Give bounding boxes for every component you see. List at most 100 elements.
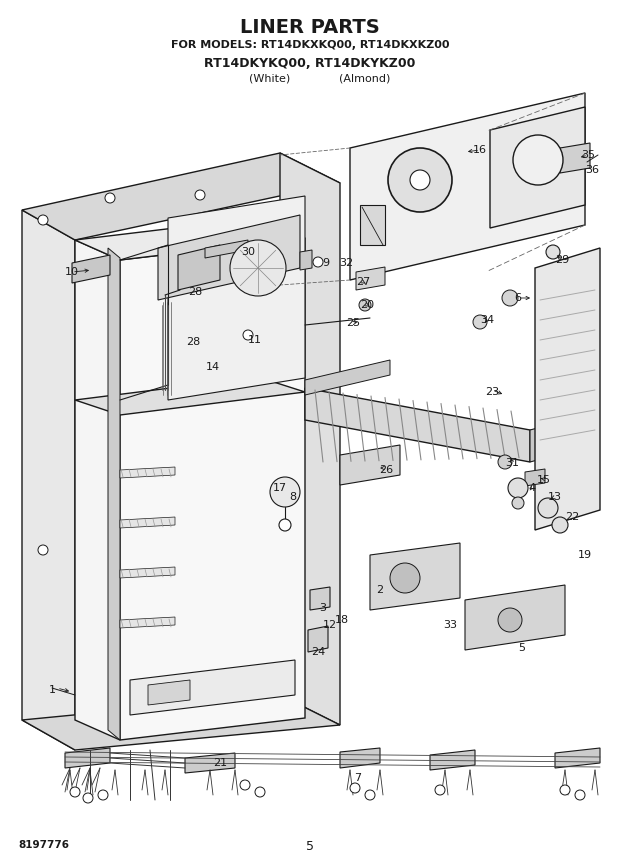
Polygon shape [120, 467, 175, 478]
Text: 28: 28 [186, 337, 200, 347]
Text: 7: 7 [355, 773, 361, 783]
Polygon shape [340, 445, 400, 485]
Circle shape [390, 563, 420, 593]
Polygon shape [525, 469, 545, 486]
Polygon shape [310, 587, 330, 610]
Circle shape [230, 240, 286, 296]
Polygon shape [430, 750, 475, 770]
Polygon shape [560, 143, 590, 173]
Circle shape [313, 257, 323, 267]
Circle shape [435, 785, 445, 795]
Polygon shape [120, 567, 175, 578]
Circle shape [508, 478, 528, 498]
Circle shape [98, 790, 108, 800]
Text: 22: 22 [565, 512, 579, 522]
Text: 35: 35 [581, 150, 595, 160]
Polygon shape [535, 248, 600, 530]
Circle shape [546, 245, 560, 259]
Text: 16: 16 [473, 145, 487, 155]
Polygon shape [148, 680, 190, 705]
Text: 29: 29 [555, 255, 569, 265]
Polygon shape [350, 93, 585, 280]
Circle shape [512, 497, 524, 509]
Bar [360, 205, 385, 245]
Text: 24: 24 [311, 647, 325, 657]
Text: 34: 34 [480, 315, 494, 325]
Circle shape [473, 315, 487, 329]
Text: 28: 28 [188, 287, 202, 297]
Text: 8197776: 8197776 [18, 840, 69, 850]
Circle shape [359, 299, 371, 311]
Text: 9: 9 [322, 258, 330, 268]
Text: RT14DKYKQ00, RT14DKYKZ00: RT14DKYKQ00, RT14DKYKZ00 [205, 57, 415, 70]
Circle shape [560, 785, 570, 795]
Text: 10: 10 [65, 267, 79, 277]
Polygon shape [120, 238, 305, 740]
Circle shape [243, 330, 253, 340]
Polygon shape [308, 626, 328, 652]
Text: 12: 12 [323, 620, 337, 630]
Circle shape [38, 545, 48, 555]
Polygon shape [530, 426, 545, 462]
Circle shape [502, 290, 518, 306]
Text: 5: 5 [306, 840, 314, 853]
Circle shape [255, 787, 265, 797]
Text: 15: 15 [537, 475, 551, 485]
Text: 8: 8 [290, 492, 296, 502]
Polygon shape [356, 267, 385, 290]
Circle shape [410, 170, 430, 190]
Polygon shape [185, 753, 235, 773]
Circle shape [83, 793, 93, 803]
Text: 27: 27 [356, 277, 370, 287]
Text: 23: 23 [485, 387, 499, 397]
Text: 5: 5 [518, 643, 526, 653]
Text: 25: 25 [346, 318, 360, 328]
Polygon shape [490, 107, 585, 228]
Polygon shape [555, 748, 600, 768]
Text: 14: 14 [206, 362, 220, 372]
Polygon shape [65, 748, 110, 768]
Polygon shape [72, 255, 110, 283]
Circle shape [270, 477, 300, 507]
Text: 21: 21 [213, 758, 227, 768]
Polygon shape [305, 388, 530, 462]
Circle shape [388, 148, 452, 212]
Circle shape [538, 498, 558, 518]
Polygon shape [22, 153, 340, 240]
Text: FOR MODELS: RT14DKXKQ00, RT14DKXKZ00: FOR MODELS: RT14DKXKQ00, RT14DKXKZ00 [170, 40, 450, 50]
Polygon shape [205, 240, 248, 258]
Polygon shape [22, 210, 75, 750]
Text: LINER PARTS: LINER PARTS [240, 18, 380, 37]
Text: 3: 3 [319, 603, 327, 613]
Text: 18: 18 [335, 615, 349, 625]
Polygon shape [120, 517, 175, 528]
Text: 11: 11 [248, 335, 262, 345]
Circle shape [575, 790, 585, 800]
Circle shape [498, 608, 522, 632]
Polygon shape [178, 245, 220, 290]
Circle shape [195, 190, 205, 200]
Circle shape [38, 215, 48, 225]
Polygon shape [340, 748, 380, 768]
Polygon shape [280, 153, 340, 725]
Text: 31: 31 [505, 458, 519, 468]
Polygon shape [75, 377, 305, 415]
Circle shape [365, 790, 375, 800]
Text: 17: 17 [273, 483, 287, 493]
Polygon shape [158, 215, 300, 300]
Polygon shape [370, 543, 460, 610]
Polygon shape [108, 248, 120, 740]
Text: 1: 1 [48, 685, 56, 695]
Polygon shape [465, 585, 565, 650]
Polygon shape [22, 695, 340, 750]
Polygon shape [120, 617, 175, 628]
Text: 26: 26 [379, 465, 393, 475]
Circle shape [70, 787, 80, 797]
Polygon shape [305, 360, 390, 395]
Text: 6: 6 [515, 293, 521, 303]
Text: 32: 32 [339, 258, 353, 268]
Text: 2: 2 [376, 585, 384, 595]
Text: (White): (White) [249, 73, 291, 83]
Text: (Almond): (Almond) [339, 73, 391, 83]
Circle shape [240, 780, 250, 790]
